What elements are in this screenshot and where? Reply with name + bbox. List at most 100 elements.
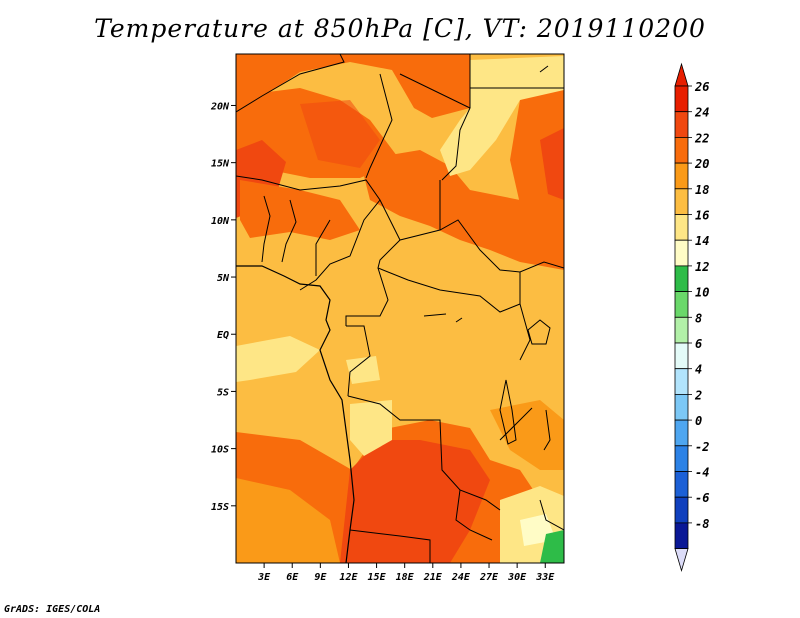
border-mozambique [539, 499, 564, 531]
lat-tick-label: 5S [217, 387, 229, 398]
lon-tick-label: 21E [423, 572, 443, 583]
lake-malawi [543, 409, 551, 451]
field-hot-east [540, 128, 564, 200]
map-title: Temperature at 850hPa [C], VT: 201911020… [94, 14, 706, 43]
colorbar-label: 8 [695, 311, 702, 325]
colorbar-label: 6 [695, 337, 702, 351]
colorbar-bin [674, 239, 689, 267]
coastline-atlantic [236, 265, 355, 563]
colorbar-label: 14 [695, 234, 709, 248]
colorbar-bin [674, 214, 689, 241]
colorbar-label: 24 [694, 106, 709, 120]
border-west-3 [315, 219, 331, 276]
colorbar-label: 10 [695, 286, 709, 300]
river-segment-2 [455, 317, 463, 323]
lon-tick-label: 18E [396, 572, 415, 583]
temperature-field [236, 54, 564, 563]
colorbar-bin [674, 522, 689, 550]
border-congo [346, 325, 371, 397]
longitude-axis: 3E 6E 9E 12E 15E 18E 21E 24E 27E 30E 33E [257, 563, 555, 583]
coast-northeast [539, 65, 549, 73]
field-warm-central [360, 150, 564, 270]
colorbar-bin [674, 368, 689, 395]
border-north-west [236, 54, 345, 113]
field-cool-northeast [440, 56, 564, 176]
colorbar-bottom-arrow [674, 548, 689, 573]
lat-tick-label: 10S [211, 445, 229, 456]
border-west-2 [281, 199, 297, 263]
colorbar-bin [674, 419, 689, 447]
lon-tick-label: 9E [314, 572, 327, 583]
map-frame [235, 53, 565, 564]
country-borders [236, 54, 564, 563]
colorbar-bin [674, 471, 689, 498]
lon-tick-label: 6E [286, 572, 299, 583]
lat-tick-label: 15S [211, 502, 229, 513]
field-mid-east-africa [490, 400, 564, 470]
colorbar-bin [674, 393, 689, 421]
field-cool-gabon [236, 336, 320, 382]
river-segment-1 [423, 313, 447, 317]
colorbar-label: 2 [694, 388, 702, 402]
border-central [379, 199, 564, 273]
border-niger-chad [365, 73, 393, 179]
colorbar-bin [674, 342, 689, 370]
colorbar-bin [674, 265, 689, 292]
colorbar-label: 18 [695, 183, 709, 197]
lat-tick-label: 5N [217, 273, 230, 284]
colorbar-bin [674, 188, 689, 215]
colorbar-label: 20 [694, 157, 709, 171]
field-green-cell [540, 530, 564, 563]
grads-credit: GrADS: IGES/COLA [4, 604, 101, 615]
lon-tick-label: 27E [479, 572, 499, 583]
field-hot-angola [340, 440, 490, 563]
colorbar-label: -6 [695, 491, 709, 505]
colorbar-label: -4 [695, 466, 709, 480]
colorbar-label: 26 [694, 80, 709, 94]
border-cameroon [345, 267, 389, 326]
lat-tick-label: 10N [211, 216, 230, 227]
field-cool-angola-plateau [350, 400, 392, 456]
colorbar-label: 4 [695, 363, 702, 377]
colorbar-bin [674, 316, 689, 344]
colorbar-label: 16 [695, 209, 709, 223]
lat-tick-label: 15N [211, 159, 230, 170]
colorbar-bin [674, 85, 689, 113]
border-namibia-angola [349, 529, 431, 563]
lat-tick-label: 20N [210, 101, 230, 112]
colorbar-bin [674, 162, 689, 190]
latitude-axis: 20N 15N 10N 5N EQ 5S 10S 15S [210, 101, 236, 513]
colorbar-bin [674, 136, 689, 164]
colorbar-bin [674, 445, 689, 472]
lon-tick-label: 24E [451, 572, 471, 583]
lon-tick-label: 15E [368, 572, 387, 583]
lat-tick-label: EQ [217, 330, 229, 341]
lake-tanganyika [499, 379, 517, 445]
border-west-1 [261, 195, 271, 263]
colorbar-label: 12 [695, 260, 709, 274]
field-cool-congo [346, 356, 380, 384]
border-angola-drc [347, 395, 501, 511]
border-car [377, 239, 521, 313]
border-zambia [455, 489, 493, 541]
border-east-1 [519, 272, 531, 361]
field-hot-niger [300, 100, 380, 168]
colorbar-bin [674, 291, 689, 318]
colorbar-bin [674, 496, 689, 524]
colorbar-bin [674, 111, 689, 138]
colorbar-top-arrow [674, 62, 689, 87]
border-tanzania [499, 407, 533, 441]
border-chad-libya [399, 73, 471, 181]
field-mid-atlantic-south [236, 478, 340, 563]
lon-tick-label: 33E [535, 572, 555, 583]
colorbar-label: -2 [695, 440, 709, 454]
lake-victoria [527, 319, 551, 345]
lon-tick-label: 12E [339, 572, 358, 583]
colorbar-label: 0 [695, 414, 702, 428]
colorbar-label: 22 [694, 131, 709, 145]
field-warm-west-africa [240, 180, 360, 240]
lon-tick-label: 30E [507, 572, 527, 583]
field-warm-north [236, 54, 470, 118]
